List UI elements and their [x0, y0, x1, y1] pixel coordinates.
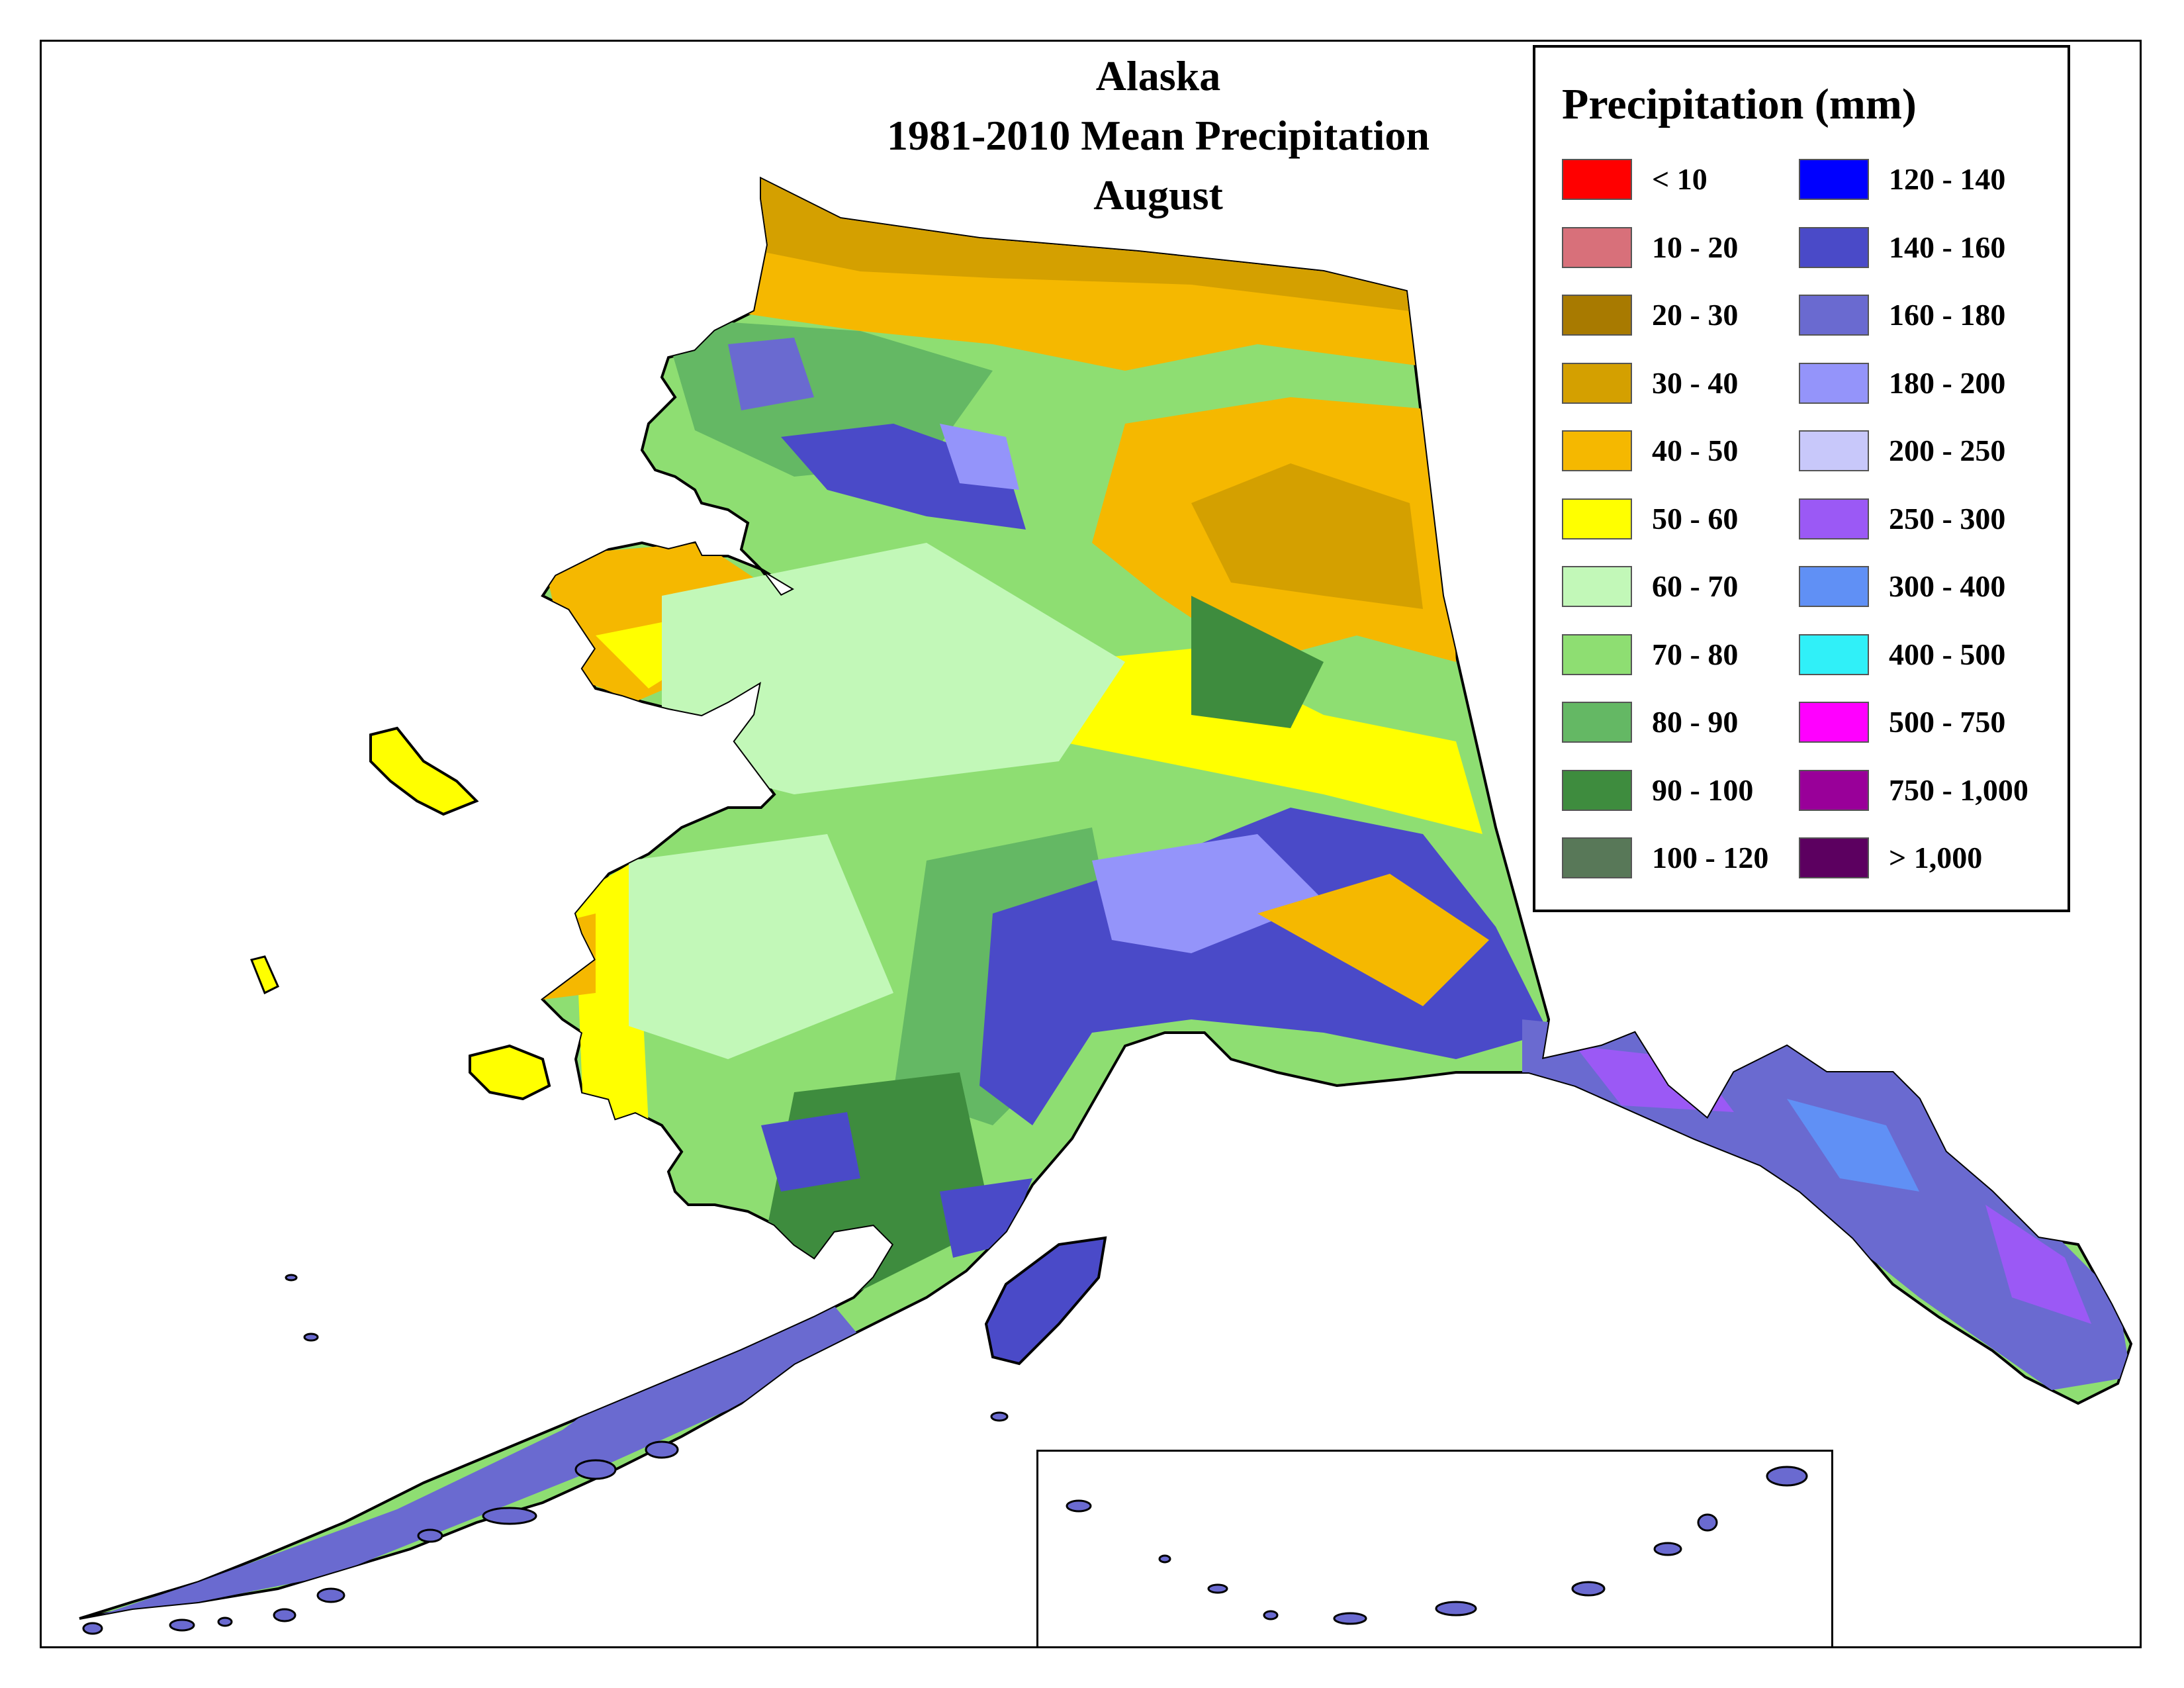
legend-label: 250 - 300: [1889, 501, 2006, 536]
map-title: Alaska 1981-2010 Mean Precipitation Augu…: [761, 46, 1555, 225]
legend-item: 70 - 80: [1562, 633, 1768, 702]
legend-item: 750 - 1,000: [1799, 769, 2028, 838]
aleutian-islands: [82, 1274, 1009, 1635]
legend-item: 10 - 20: [1562, 226, 1768, 295]
legend-swatch: [1562, 498, 1632, 539]
legend-swatch: [1562, 430, 1632, 471]
legend-label: 70 - 80: [1652, 637, 1739, 671]
precipitation-zones: [99, 179, 2131, 1615]
legend-column-1: < 10 10 - 20 20 - 30 30 - 40 40 - 50 50 …: [1562, 159, 1768, 906]
legend-swatch: [1799, 837, 1869, 878]
legend-label: 500 - 750: [1889, 705, 2006, 739]
legend-swatch: [1562, 362, 1632, 404]
legend-item: 120 - 140: [1799, 159, 2028, 227]
legend-label: 120 - 140: [1889, 162, 2006, 196]
legend-item: > 1,000: [1799, 837, 2028, 906]
legend-item: 100 - 120: [1562, 837, 1768, 906]
legend-label: > 1,000: [1889, 841, 1983, 874]
legend-item: 90 - 100: [1562, 769, 1768, 838]
legend-swatch: [1562, 295, 1632, 336]
legend-label: 40 - 50: [1652, 434, 1739, 467]
map-frame: [40, 40, 2142, 1648]
legend-label: 300 - 400: [1889, 569, 2006, 603]
legend-label: 10 - 20: [1652, 230, 1739, 264]
legend-swatch: [1799, 295, 1869, 336]
legend-swatch: [1562, 702, 1632, 743]
legend-swatch: [1799, 430, 1869, 471]
legend-swatch: [1799, 633, 1869, 675]
legend-swatch: [1562, 159, 1632, 200]
title-line-period: 1981-2010 Mean Precipitation: [886, 112, 1430, 159]
legend-item: < 10: [1562, 159, 1768, 227]
kodiak-island: [984, 1236, 1107, 1366]
legend-swatch: [1799, 498, 1869, 539]
legend-item: 400 - 500: [1799, 633, 2028, 702]
legend-item: 180 - 200: [1799, 362, 2028, 431]
legend-swatch: [1799, 566, 1869, 607]
legend-item: 300 - 400: [1799, 566, 2028, 634]
legend-column-2: 120 - 140 140 - 160 160 - 180 180 - 200 …: [1799, 159, 2028, 906]
legend-swatch: [1562, 837, 1632, 878]
legend-swatch: [1799, 769, 1869, 811]
legend-item: 20 - 30: [1562, 295, 1768, 363]
legend-label: 20 - 30: [1652, 298, 1739, 332]
legend-swatch: [1562, 769, 1632, 811]
legend-title: Precipitation (mm): [1562, 80, 1917, 128]
legend-label: 100 - 120: [1652, 841, 1769, 874]
legend-label: 160 - 180: [1889, 298, 2006, 332]
legend-label: 200 - 250: [1889, 434, 2006, 467]
legend-label: 750 - 1,000: [1889, 773, 2028, 807]
legend-label: 180 - 200: [1889, 365, 2006, 400]
legend-item: 40 - 50: [1562, 430, 1768, 498]
legend-label: 140 - 160: [1889, 230, 2006, 264]
inset-frame: [1036, 1450, 1833, 1648]
legend-item: 60 - 70: [1562, 566, 1768, 634]
legend-swatch: [1799, 702, 1869, 743]
legend-label: 90 - 100: [1652, 773, 1754, 807]
legend-item: 200 - 250: [1799, 430, 2028, 498]
legend-label: 30 - 40: [1652, 365, 1739, 400]
legend-item: 140 - 160: [1799, 226, 2028, 295]
legend-label: 400 - 500: [1889, 637, 2006, 671]
st-lawrence-island: [369, 726, 479, 816]
title-line-month: August: [1093, 171, 1223, 218]
legend-item: 30 - 40: [1562, 362, 1768, 431]
legend: Precipitation (mm) < 10 10 - 20 20 - 30 …: [1533, 45, 2070, 912]
title-line-region: Alaska: [1095, 52, 1221, 99]
legend-item: 80 - 90: [1562, 702, 1768, 770]
legend-swatch: [1799, 362, 1869, 404]
legend-swatch: [1562, 226, 1632, 268]
legend-swatch: [1799, 159, 1869, 200]
nunivak-island: [469, 1044, 551, 1101]
legend-label: 80 - 90: [1652, 705, 1739, 739]
legend-item: 250 - 300: [1799, 498, 2028, 567]
inset-islands: [1066, 1466, 1808, 1625]
legend-swatch: [1799, 226, 1869, 268]
legend-label: < 10: [1652, 162, 1707, 196]
legend-item: 500 - 750: [1799, 702, 2028, 770]
legend-swatch: [1562, 566, 1632, 607]
legend-swatch: [1562, 633, 1632, 675]
legend-item: 50 - 60: [1562, 498, 1768, 567]
legend-label: 50 - 60: [1652, 501, 1739, 536]
legend-label: 60 - 70: [1652, 569, 1739, 603]
legend-item: 160 - 180: [1799, 295, 2028, 363]
